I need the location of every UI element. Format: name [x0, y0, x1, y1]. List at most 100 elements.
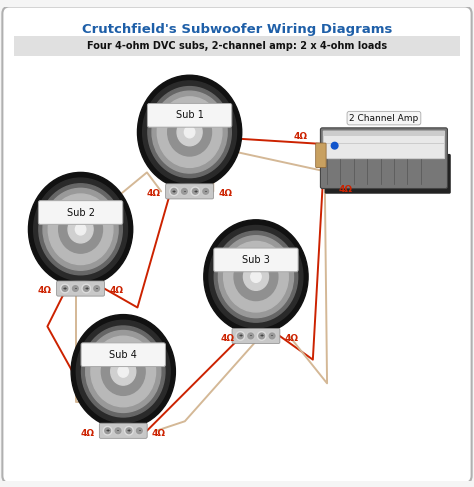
Circle shape — [269, 333, 275, 339]
Ellipse shape — [204, 220, 308, 334]
Circle shape — [94, 286, 100, 291]
Ellipse shape — [244, 263, 268, 290]
Ellipse shape — [137, 75, 242, 189]
Ellipse shape — [101, 348, 145, 395]
Ellipse shape — [59, 206, 102, 253]
Ellipse shape — [75, 224, 86, 235]
Ellipse shape — [152, 91, 227, 173]
Circle shape — [331, 142, 338, 149]
Text: 4Ω: 4Ω — [109, 286, 123, 296]
Ellipse shape — [118, 366, 128, 377]
Ellipse shape — [224, 242, 288, 312]
Ellipse shape — [148, 87, 231, 178]
FancyBboxPatch shape — [147, 103, 232, 127]
Circle shape — [114, 427, 122, 435]
Ellipse shape — [234, 253, 278, 300]
Text: +: + — [238, 334, 242, 338]
Text: Crutchfield's Subwoofer Wiring Diagrams: Crutchfield's Subwoofer Wiring Diagrams — [82, 23, 392, 36]
Circle shape — [259, 333, 264, 339]
Text: +: + — [193, 189, 197, 194]
Text: +: + — [260, 334, 264, 338]
Text: +: + — [63, 286, 67, 291]
Circle shape — [137, 428, 142, 433]
Text: 4Ω: 4Ω — [294, 132, 308, 141]
Ellipse shape — [214, 231, 298, 322]
Ellipse shape — [168, 108, 211, 156]
Text: Sub 2: Sub 2 — [66, 207, 95, 218]
Text: 4Ω: 4Ω — [220, 334, 235, 343]
Circle shape — [248, 333, 254, 339]
Text: 4Ω: 4Ω — [339, 185, 353, 194]
FancyBboxPatch shape — [323, 131, 445, 159]
Text: Four 4-ohm DVC subs, 2-channel amp: 2 x 4-ohm loads: Four 4-ohm DVC subs, 2-channel amp: 2 x … — [87, 41, 387, 51]
Text: 4Ω: 4Ω — [152, 429, 166, 438]
Text: -: - — [271, 334, 273, 338]
Text: -: - — [205, 189, 207, 194]
Circle shape — [62, 286, 68, 291]
FancyBboxPatch shape — [316, 143, 326, 168]
Circle shape — [83, 286, 89, 291]
Ellipse shape — [219, 236, 293, 318]
Circle shape — [203, 188, 209, 194]
Text: 4Ω: 4Ω — [218, 189, 232, 198]
Circle shape — [191, 187, 200, 196]
FancyBboxPatch shape — [81, 343, 165, 367]
Text: +: + — [172, 189, 176, 194]
Circle shape — [182, 188, 187, 194]
FancyBboxPatch shape — [232, 328, 280, 343]
FancyBboxPatch shape — [2, 6, 472, 483]
Text: Sub 4: Sub 4 — [109, 350, 137, 360]
Ellipse shape — [184, 127, 195, 138]
FancyBboxPatch shape — [325, 154, 451, 194]
Circle shape — [105, 428, 110, 433]
Circle shape — [115, 428, 121, 433]
FancyBboxPatch shape — [57, 281, 104, 296]
FancyBboxPatch shape — [38, 201, 123, 225]
Ellipse shape — [86, 331, 161, 412]
FancyBboxPatch shape — [14, 37, 460, 56]
Ellipse shape — [48, 194, 113, 264]
Circle shape — [192, 188, 198, 194]
Text: +: + — [127, 428, 131, 433]
Text: 4Ω: 4Ω — [147, 189, 161, 198]
Ellipse shape — [82, 326, 165, 417]
Text: 4Ω: 4Ω — [38, 286, 52, 296]
Circle shape — [71, 284, 80, 293]
Ellipse shape — [111, 358, 136, 385]
Circle shape — [257, 332, 266, 340]
Text: Sub 3: Sub 3 — [242, 255, 270, 265]
Text: -: - — [74, 286, 76, 291]
FancyBboxPatch shape — [324, 136, 444, 143]
Ellipse shape — [91, 336, 155, 407]
Text: +: + — [106, 428, 109, 433]
Circle shape — [201, 187, 210, 196]
FancyBboxPatch shape — [324, 144, 444, 150]
Circle shape — [180, 187, 189, 196]
Text: -: - — [250, 334, 252, 338]
Circle shape — [92, 284, 101, 293]
Circle shape — [125, 427, 133, 435]
Ellipse shape — [39, 184, 122, 275]
Circle shape — [73, 286, 78, 291]
FancyBboxPatch shape — [320, 128, 447, 188]
Circle shape — [246, 332, 255, 340]
Circle shape — [236, 332, 245, 340]
Ellipse shape — [71, 315, 175, 429]
Ellipse shape — [209, 225, 303, 328]
Text: -: - — [138, 428, 140, 433]
Ellipse shape — [251, 271, 261, 282]
FancyBboxPatch shape — [166, 184, 213, 199]
Circle shape — [61, 284, 69, 293]
FancyBboxPatch shape — [324, 151, 444, 158]
Circle shape — [268, 332, 276, 340]
Text: +: + — [84, 286, 88, 291]
Circle shape — [126, 428, 132, 433]
Ellipse shape — [28, 172, 133, 286]
Ellipse shape — [34, 178, 128, 281]
Circle shape — [82, 284, 91, 293]
Circle shape — [103, 427, 112, 435]
Circle shape — [135, 427, 144, 435]
Ellipse shape — [76, 320, 170, 423]
Ellipse shape — [68, 216, 93, 243]
Text: 2 Channel Amp: 2 Channel Amp — [349, 113, 419, 123]
